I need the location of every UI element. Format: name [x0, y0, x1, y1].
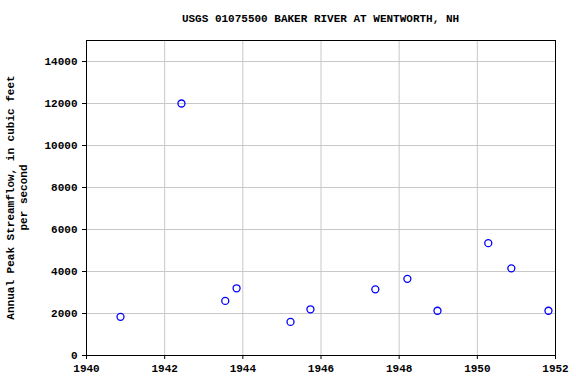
svg-text:1950: 1950	[464, 363, 490, 375]
svg-text:1952: 1952	[542, 363, 568, 375]
svg-text:1946: 1946	[308, 363, 334, 375]
svg-text:1944: 1944	[230, 363, 257, 375]
svg-text:2000: 2000	[51, 308, 77, 320]
svg-text:14000: 14000	[44, 56, 77, 68]
svg-text:1940: 1940	[73, 363, 99, 375]
svg-text:10000: 10000	[44, 140, 77, 152]
svg-text:12000: 12000	[44, 98, 77, 110]
svg-text:1948: 1948	[386, 363, 413, 375]
svg-text:USGS 01075500 BAKER RIVER AT W: USGS 01075500 BAKER RIVER AT WENTWORTH, …	[182, 13, 459, 25]
svg-text:6000: 6000	[51, 224, 77, 236]
svg-text:Annual Peak Streamflow, in cub: Annual Peak Streamflow, in cubic feetper…	[5, 75, 30, 319]
svg-text:1942: 1942	[151, 363, 177, 375]
svg-text:8000: 8000	[51, 182, 77, 194]
svg-text:0: 0	[71, 350, 78, 362]
svg-text:4000: 4000	[51, 266, 77, 278]
